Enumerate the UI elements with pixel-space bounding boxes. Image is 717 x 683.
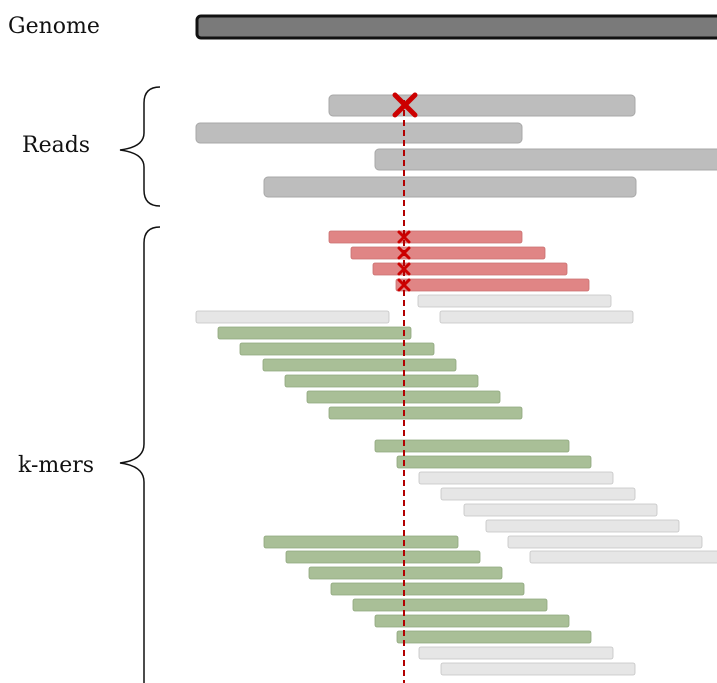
correct-kmer xyxy=(330,582,525,596)
reads-label: Reads xyxy=(22,133,90,158)
other-kmer xyxy=(418,646,614,660)
other-kmer xyxy=(439,310,634,324)
correct-kmer xyxy=(263,535,459,549)
erroneous-kmer xyxy=(328,230,523,244)
other-kmer xyxy=(485,519,680,533)
correct-kmer xyxy=(285,550,481,564)
read-bar xyxy=(195,122,523,144)
correct-kmer xyxy=(328,406,523,420)
other-kmer xyxy=(440,662,636,676)
other-kmer xyxy=(463,503,658,517)
genome-label: Genome xyxy=(8,14,100,39)
other-kmer xyxy=(529,550,717,564)
correct-kmer xyxy=(374,614,570,628)
correct-kmer xyxy=(262,358,457,372)
read-bar xyxy=(374,148,717,171)
kmer-error-cross-icon xyxy=(397,278,411,292)
erroneous-kmer xyxy=(372,262,568,276)
kmers-brace xyxy=(119,226,161,683)
other-kmer xyxy=(417,294,612,308)
kmer-error-cross-icon xyxy=(397,246,411,260)
correct-kmer xyxy=(374,439,570,453)
other-kmer xyxy=(507,535,703,549)
kmer-error-cross-icon xyxy=(397,262,411,276)
kmers-label: k-mers xyxy=(18,453,94,478)
correct-kmer xyxy=(239,342,435,356)
read-bar xyxy=(263,176,637,198)
correct-kmer xyxy=(308,566,503,580)
correct-kmer xyxy=(284,374,479,388)
kmer-error-cross-icon xyxy=(397,230,411,244)
correct-kmer xyxy=(352,598,548,612)
erroneous-kmer xyxy=(395,278,590,292)
other-kmer xyxy=(418,471,614,485)
other-kmer xyxy=(195,310,390,324)
genome-bar xyxy=(195,14,717,40)
reads-brace xyxy=(119,86,161,207)
correct-kmer xyxy=(396,455,592,469)
correct-kmer xyxy=(396,630,592,644)
read-bar xyxy=(328,94,636,117)
correct-kmer xyxy=(217,326,412,340)
other-kmer xyxy=(440,487,636,501)
read-error-cross-icon xyxy=(392,92,418,118)
erroneous-kmer xyxy=(350,246,546,260)
